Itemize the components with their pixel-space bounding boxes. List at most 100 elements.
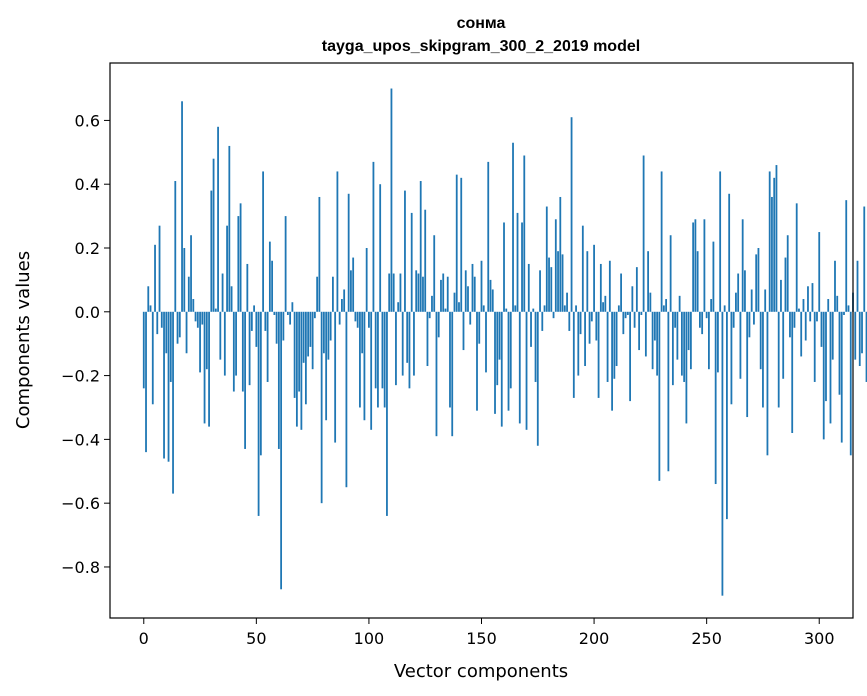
bar-component-83 bbox=[329, 311, 332, 341]
bar-component-249 bbox=[703, 219, 706, 312]
bar-component-34 bbox=[219, 311, 222, 360]
bar-component-133 bbox=[442, 273, 445, 312]
bar-component-265 bbox=[739, 311, 742, 379]
bar-component-196 bbox=[584, 311, 586, 367]
bar-component-143 bbox=[464, 270, 467, 312]
bar-component-296 bbox=[809, 311, 812, 322]
bar-component-178 bbox=[543, 305, 546, 312]
bar-component-86 bbox=[336, 171, 339, 312]
bar-component-35 bbox=[221, 273, 224, 312]
x-tick-label: 100 bbox=[354, 629, 385, 648]
bar-component-257 bbox=[721, 311, 724, 596]
bar-component-215 bbox=[626, 311, 629, 315]
bar-component-56 bbox=[268, 241, 271, 312]
bar-component-173 bbox=[532, 308, 535, 312]
x-tick-label: 50 bbox=[246, 629, 266, 648]
bar-component-242 bbox=[687, 311, 690, 351]
bar-component-114 bbox=[399, 273, 402, 312]
bar-component-22 bbox=[192, 299, 195, 312]
bar-component-130 bbox=[435, 311, 438, 437]
bar-component-229 bbox=[658, 311, 661, 481]
bar-component-166 bbox=[516, 212, 519, 312]
bar-component-292 bbox=[800, 311, 803, 357]
bar-component-309 bbox=[838, 311, 841, 395]
bar-component-276 bbox=[764, 289, 767, 312]
bar-component-126 bbox=[426, 311, 429, 367]
bar-component-164 bbox=[512, 142, 514, 312]
bar-component-132 bbox=[440, 279, 442, 312]
bar-component-46 bbox=[246, 263, 249, 312]
bar-component-214 bbox=[624, 311, 627, 319]
bar-component-102 bbox=[372, 161, 375, 312]
bar-component-33 bbox=[217, 126, 219, 312]
bar-component-212 bbox=[620, 273, 622, 312]
bar-component-295 bbox=[807, 286, 809, 312]
bar-component-57 bbox=[271, 260, 274, 312]
bar-component-19 bbox=[185, 311, 188, 354]
bar-component-74 bbox=[309, 311, 312, 347]
bar-component-20 bbox=[187, 276, 190, 312]
bar-component-98 bbox=[363, 311, 366, 421]
bar-component-176 bbox=[539, 270, 541, 312]
bar-component-194 bbox=[579, 311, 582, 335]
bar-component-138 bbox=[453, 292, 456, 312]
bar-component-261 bbox=[730, 311, 733, 405]
bar-component-268 bbox=[746, 311, 749, 418]
bar-component-264 bbox=[737, 273, 740, 312]
bar-component-64 bbox=[286, 311, 289, 315]
bar-component-226 bbox=[651, 311, 654, 370]
bar-component-203 bbox=[599, 263, 602, 312]
bar-component-211 bbox=[617, 305, 620, 312]
bar-component-251 bbox=[708, 311, 710, 370]
bar-component-312 bbox=[845, 200, 848, 312]
bar-component-278 bbox=[768, 171, 771, 312]
bar-component-218 bbox=[633, 311, 636, 328]
bar-component-137 bbox=[451, 311, 454, 437]
y-tick-label: −0.2 bbox=[61, 367, 100, 386]
bar-component-43 bbox=[239, 203, 242, 312]
bar-component-199 bbox=[590, 311, 593, 322]
bar-component-240 bbox=[683, 311, 686, 382]
bar-component-79 bbox=[320, 311, 323, 504]
y-tick-label: −0.8 bbox=[61, 558, 100, 577]
bar-component-69 bbox=[298, 311, 301, 392]
bar-component-285 bbox=[784, 257, 787, 312]
bar-component-282 bbox=[777, 311, 780, 408]
bar-component-49 bbox=[253, 305, 255, 312]
bar-component-72 bbox=[304, 311, 307, 405]
y-tick-label: 0.6 bbox=[75, 111, 100, 130]
bar-component-47 bbox=[248, 311, 251, 386]
bar-component-236 bbox=[674, 311, 677, 328]
bar-component-163 bbox=[509, 311, 512, 389]
bar-component-222 bbox=[642, 155, 645, 312]
bar-component-237 bbox=[676, 311, 679, 360]
bar-component-210 bbox=[615, 311, 618, 367]
bar-component-234 bbox=[669, 235, 672, 312]
bar-component-12 bbox=[169, 311, 172, 382]
bar-component-41 bbox=[235, 311, 237, 376]
bar-component-316 bbox=[854, 311, 857, 360]
bar-component-245 bbox=[694, 219, 697, 312]
bar-component-230 bbox=[660, 171, 663, 312]
bar-component-123 bbox=[419, 181, 422, 312]
bar-component-191 bbox=[572, 311, 575, 398]
bar-component-107 bbox=[383, 311, 386, 408]
bar-component-177 bbox=[541, 311, 544, 331]
bar-component-283 bbox=[780, 279, 782, 312]
bar-component-21 bbox=[190, 235, 192, 312]
bar-component-195 bbox=[581, 225, 584, 312]
bar-component-78 bbox=[318, 196, 321, 312]
bar-component-146 bbox=[471, 263, 474, 312]
bar-component-250 bbox=[705, 311, 708, 319]
y-tick-label: 0.2 bbox=[75, 239, 100, 258]
bar-component-11 bbox=[167, 311, 170, 462]
bar-component-17 bbox=[181, 101, 183, 312]
bar-component-39 bbox=[230, 286, 233, 312]
bar-component-155 bbox=[491, 289, 494, 312]
bar-component-63 bbox=[284, 216, 287, 312]
bar-component-85 bbox=[334, 311, 337, 443]
x-tick-label: 0 bbox=[139, 629, 149, 648]
bar-component-16 bbox=[178, 311, 181, 338]
bar-component-148 bbox=[476, 311, 478, 411]
